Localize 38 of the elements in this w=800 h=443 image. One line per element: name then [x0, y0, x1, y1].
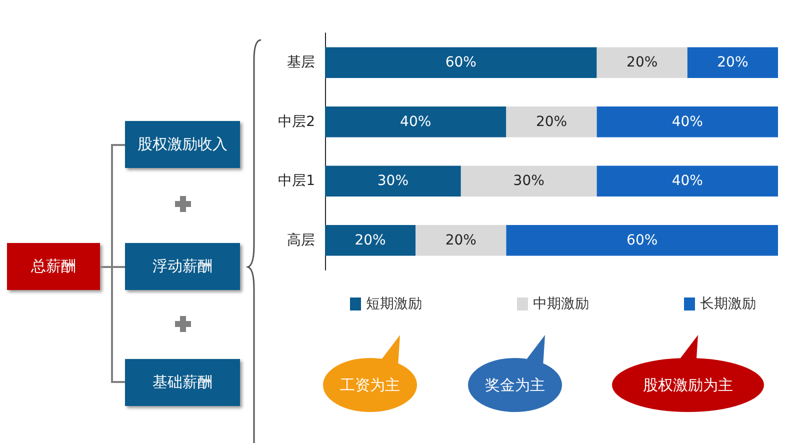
- bar: [596, 106, 778, 138]
- data-label: 20%: [354, 232, 386, 248]
- data-label: 60%: [626, 232, 658, 248]
- data-label: 20%: [626, 54, 658, 71]
- data-label: 40%: [672, 114, 703, 130]
- text: 奖金为主: [468, 358, 562, 412]
- legend-label: 中期激励: [533, 296, 589, 312]
- data-label: 20%: [445, 232, 476, 248]
- text: 总薪酬: [7, 243, 100, 290]
- data-label: 60%: [445, 54, 476, 71]
- bar: [596, 47, 688, 78]
- y-tick-label: 中层2: [278, 114, 315, 130]
- bar: [325, 166, 461, 197]
- bar: [416, 224, 506, 256]
- text: 股权激励为主: [612, 358, 764, 412]
- y-tick-label: 高层: [287, 232, 315, 248]
- data-label: 40%: [400, 114, 432, 130]
- bar: [596, 166, 778, 197]
- data-label: 30%: [513, 173, 544, 190]
- bar: [506, 106, 597, 138]
- bar: [687, 47, 778, 78]
- bar: [506, 224, 778, 256]
- bar: [325, 47, 597, 78]
- text: 工资为主: [323, 358, 417, 412]
- legend-label: 短期激励: [366, 296, 422, 312]
- text: 基础薪酬: [125, 359, 240, 406]
- y-tick-label: 基层: [287, 54, 315, 71]
- bar: [325, 224, 416, 256]
- data-label: 20%: [536, 114, 568, 130]
- text: 浮动薪酬: [125, 243, 240, 290]
- data-label: 20%: [717, 54, 748, 71]
- y-tick-label: 中层1: [278, 173, 315, 190]
- text: 股权激励收入: [125, 121, 240, 168]
- bar: [460, 166, 597, 197]
- bar: [325, 106, 506, 138]
- data-label: 40%: [672, 173, 703, 190]
- data-label: 30%: [377, 173, 409, 190]
- legend-label: 长期激励: [700, 296, 756, 312]
